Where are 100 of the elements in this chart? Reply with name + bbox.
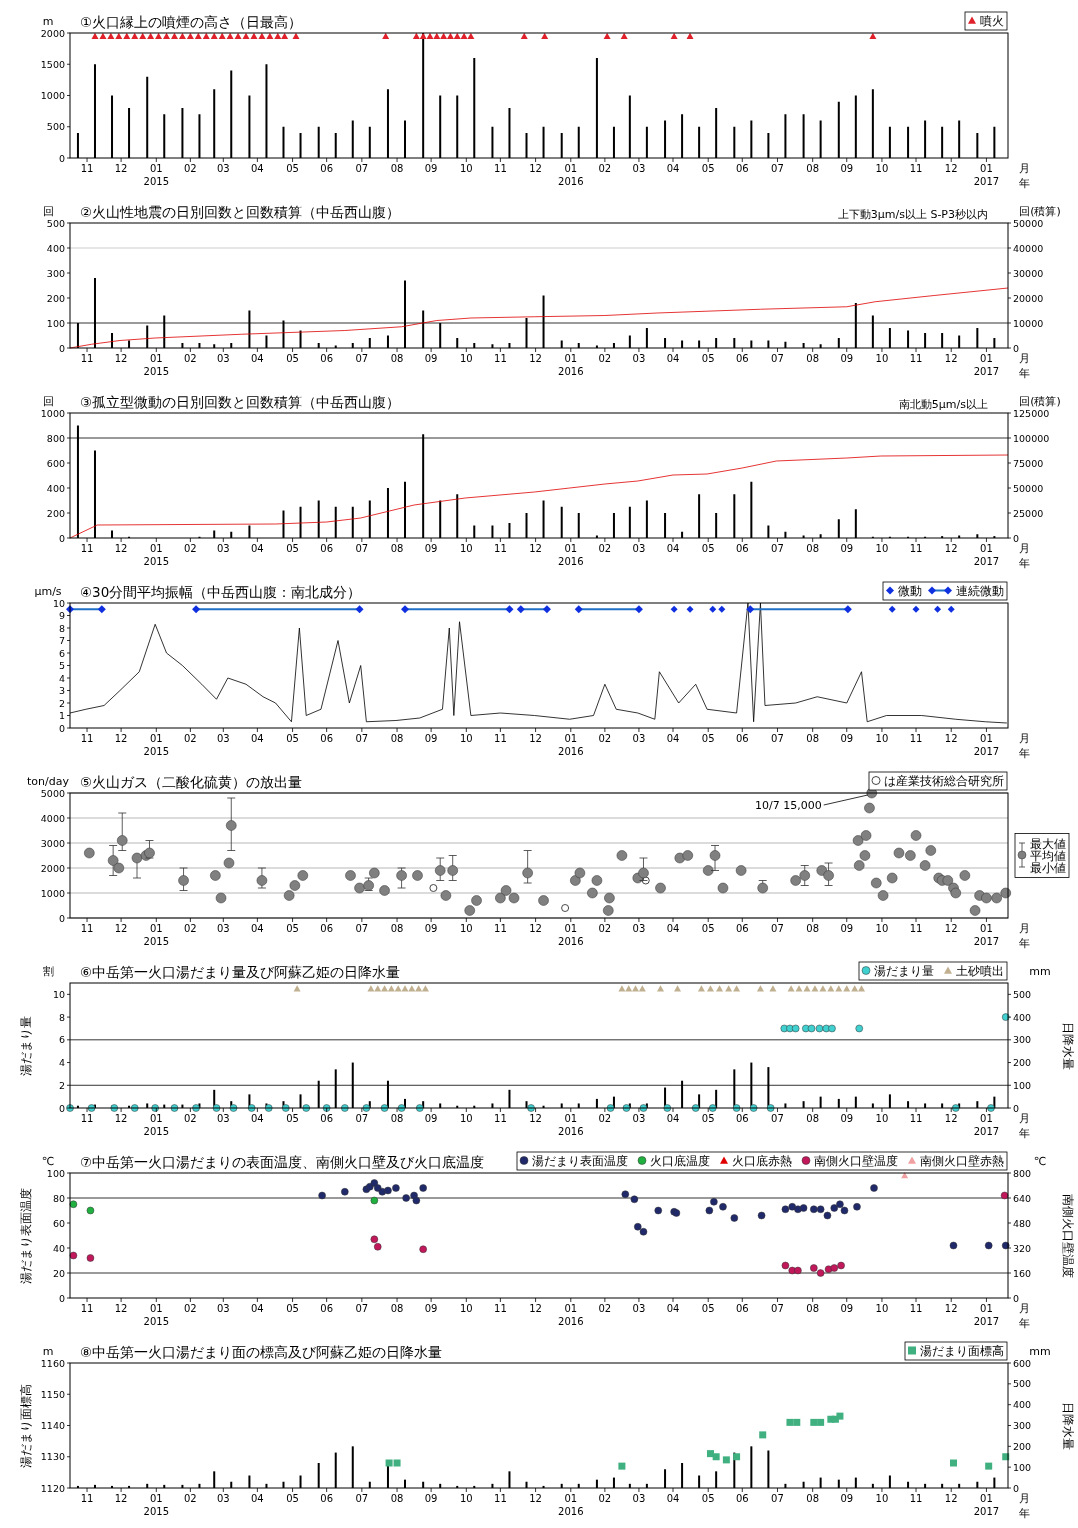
x-tick-label: 12	[114, 923, 128, 934]
legend-label: は産業技術総合研究所	[884, 774, 1004, 788]
x-tick-label: 10	[459, 923, 473, 934]
legend-label: 噴火	[980, 14, 1004, 28]
x-tick-label: 05	[701, 163, 715, 174]
x-tick-label: 08	[390, 923, 404, 934]
y-tick-label: 500	[46, 217, 65, 229]
x-tick-label: 01 2017	[973, 163, 1000, 187]
legend-label: 連続微動	[956, 584, 1004, 598]
legend: は産業技術総合研究所	[868, 771, 1008, 791]
x-tick-label: 05	[701, 353, 715, 364]
text: mm	[1029, 965, 1051, 978]
annotation: 10/7 15,000	[755, 799, 822, 812]
x-tick-label: 07	[355, 1493, 369, 1504]
x-tick-label: 10	[875, 1493, 889, 1504]
x-tick-label: 09	[840, 353, 854, 364]
x-tick-label: 07	[771, 733, 784, 744]
x-tick-label: 09	[840, 1303, 854, 1314]
y-tick-label: 60	[52, 1217, 65, 1229]
y-tick-label: 5000	[40, 787, 65, 799]
x-tick-label: 08	[806, 163, 820, 174]
x-tick-label: 03	[216, 923, 230, 934]
y2-tick-label: 500	[1013, 1378, 1032, 1390]
x-tick-label: 03	[632, 353, 646, 364]
legend-label: 火口底温度	[650, 1154, 710, 1168]
x-tick-label: 09	[424, 1303, 438, 1314]
x-tick-label: 11	[494, 163, 507, 174]
x-tick-label: 03	[632, 733, 646, 744]
x-tick-label: 02	[598, 1493, 612, 1504]
y-tick-label: 3	[58, 685, 65, 696]
y-tick-label: 10	[52, 988, 65, 1000]
x-tick-label: 12	[114, 1303, 128, 1314]
y2-tick-label: 50000	[1013, 482, 1044, 494]
x-tick-label: 11	[494, 1113, 507, 1124]
chart-title: ①火口縁上の噴煙の高さ（日最高）	[80, 14, 303, 30]
x-tick-label: 05	[701, 733, 715, 744]
x-tick-label: 12	[114, 733, 128, 744]
x-tick-label: 09	[840, 923, 854, 934]
legend-label: 微動	[898, 584, 922, 598]
y-tick-label: 100	[46, 317, 65, 329]
x-tick-label: 04	[666, 733, 680, 744]
y2-tick-label: 40000	[1013, 242, 1044, 254]
y-tick-label: 6	[58, 647, 65, 659]
x-tick-label: 08	[806, 1493, 820, 1504]
x-tick-label: 12	[529, 733, 542, 744]
y2-tick-label: 100	[1013, 1079, 1032, 1091]
legend-label: 湯だまり量	[874, 964, 934, 978]
y-tick-label: 1120	[40, 1482, 65, 1494]
x-axis-title: 月年	[1018, 1112, 1030, 1140]
x-tick-label: 10	[875, 1303, 889, 1314]
x-tick-label: 01 2015	[143, 163, 170, 187]
legend-label: 南側火口壁赤熱	[920, 1154, 1004, 1168]
legend-label: 火口底赤熱	[732, 1154, 792, 1168]
x-tick-label: 10	[459, 1113, 473, 1124]
x-tick-label: 08	[806, 353, 820, 364]
chart-title: ④30分間平均振幅（中岳西山腹：南北成分）	[80, 584, 362, 600]
text: ℃	[1033, 1155, 1047, 1168]
legend-label: 湯だまり面標高	[920, 1344, 1004, 1358]
x-tick-label: 12	[944, 353, 958, 364]
x-tick-label: 11	[909, 923, 923, 934]
x-tick-label: 03	[632, 1303, 646, 1314]
x-tick-label: 12	[529, 1303, 542, 1314]
text: ℃	[41, 1155, 55, 1168]
text: 日降水量	[1061, 1401, 1075, 1450]
x-tick-label: 10	[459, 733, 473, 744]
x-tick-label: 06	[735, 353, 749, 364]
chart-title: ②火山性地震の日別回数と回数積算（中岳西山腹）	[80, 204, 401, 220]
x-tick-label: 02	[184, 353, 197, 364]
x-tick-label: 05	[286, 1113, 299, 1124]
y-tick-label: 10	[52, 597, 65, 609]
x-tick-label: 11	[494, 1303, 507, 1314]
x-tick-label: 01 2017	[973, 923, 1000, 947]
x-axis-title: 月年	[1018, 352, 1030, 380]
x-tick-label: 02	[598, 1303, 612, 1314]
x-tick-label: 11	[909, 1113, 923, 1124]
x-tick-label: 04	[251, 1303, 264, 1314]
x-tick-label: 09	[424, 733, 438, 744]
y-tick-label: 3000	[40, 837, 65, 849]
x-tick-label: 07	[355, 733, 369, 744]
x-tick-label: 11	[80, 543, 94, 554]
x-tick-label: 01 2016	[558, 1303, 584, 1327]
y-tick-label: 9	[58, 610, 65, 621]
x-tick-label: 02	[598, 1113, 612, 1124]
x-tick-label: 04	[251, 923, 264, 934]
x-tick-label: 11	[909, 543, 923, 554]
x-tick-label: 06	[735, 1303, 749, 1314]
x-tick-label: 01 2015	[143, 733, 170, 757]
y2-tick-label: 0	[1013, 1482, 1020, 1494]
y2-tick-label: 480	[1013, 1217, 1032, 1229]
x-tick-label: 03	[632, 1493, 646, 1504]
x-tick-label: 04	[251, 353, 264, 364]
x-tick-label: 05	[701, 543, 715, 554]
x-tick-label: 11	[494, 543, 507, 554]
x-tick-label: 06	[320, 1113, 334, 1124]
x-tick-label: 06	[320, 543, 334, 554]
y-tick-label: 80	[52, 1192, 65, 1204]
x-tick-label: 10	[875, 733, 889, 744]
x-tick-label: 09	[840, 163, 854, 174]
x-tick-label: 11	[80, 353, 94, 364]
x-tick-label: 09	[424, 163, 438, 174]
